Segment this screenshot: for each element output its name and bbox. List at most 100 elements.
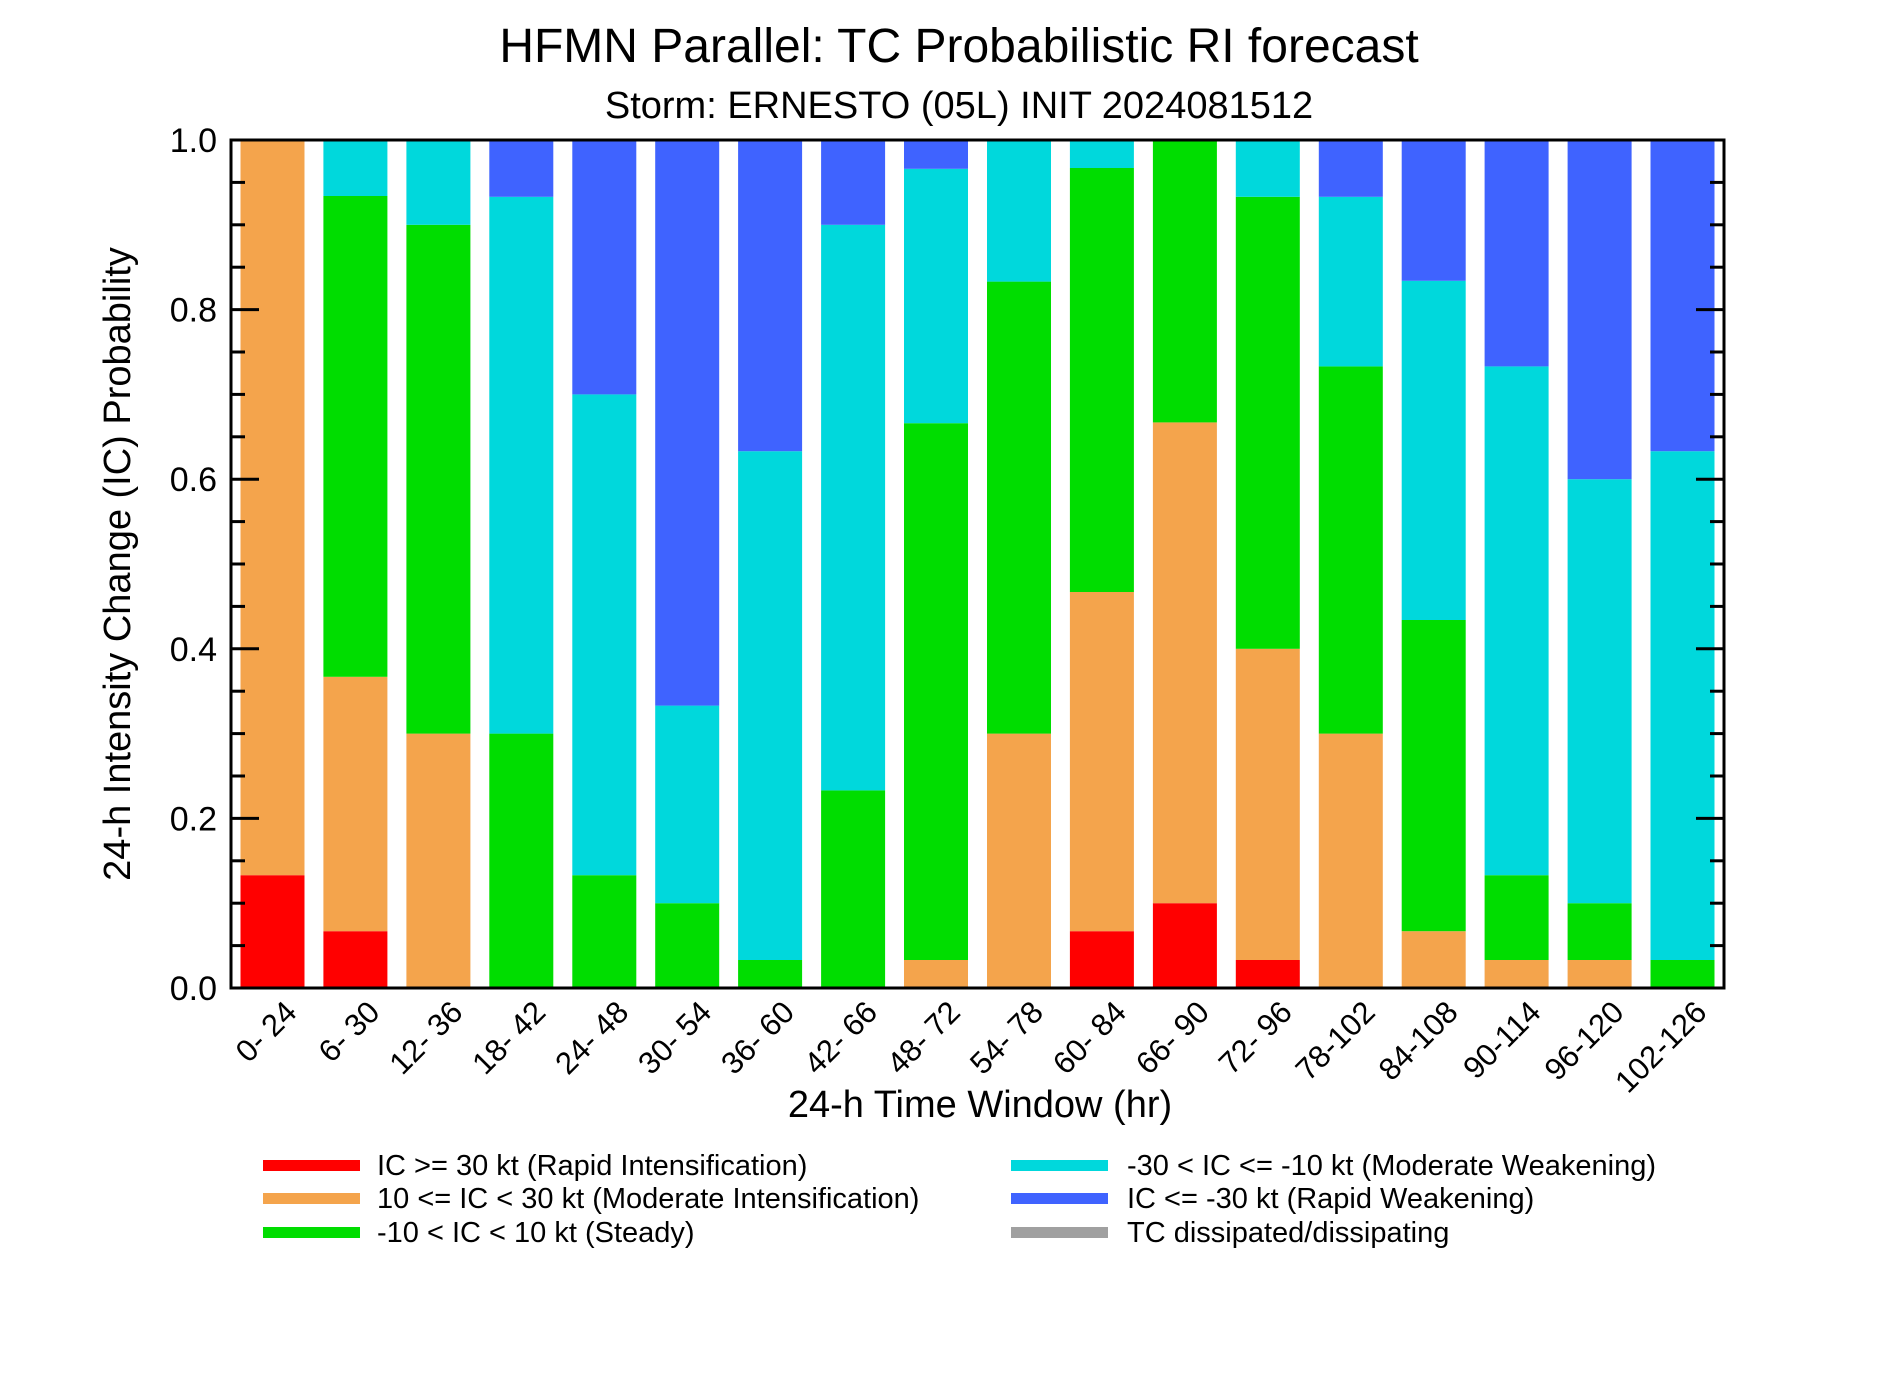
legend-swatch — [263, 1160, 360, 1171]
bar-segment-4-cat-5 — [572, 394, 637, 876]
bar-segment-2-cat-14 — [1318, 733, 1383, 988]
x-tick-label: 42- 66 — [797, 994, 884, 1081]
bar-segment-3-cat-7 — [738, 960, 803, 988]
bar-segment-2-cat-3 — [406, 733, 471, 988]
x-tick-label: 72- 96 — [1212, 994, 1299, 1081]
bar-segment-4-cat-6 — [655, 705, 720, 904]
bar-segment-2-cat-16 — [1484, 960, 1549, 988]
bar-segment-3-cat-17 — [1567, 903, 1632, 960]
y-tick-label: 0.4 — [170, 631, 217, 669]
bar-segment-3-cat-18 — [1650, 960, 1715, 988]
bar-segment-4-cat-16 — [1484, 366, 1549, 876]
legend-label: 10 <= IC < 30 kt (Moderate Intensificati… — [377, 1183, 919, 1215]
bar-segment-1-cat-12 — [1152, 903, 1217, 988]
bar-segment-4-cat-4 — [489, 196, 554, 734]
bar-segment-4-cat-11 — [1069, 140, 1134, 168]
bar-segment-5-cat-9 — [904, 140, 968, 169]
legend-swatch — [1011, 1160, 1108, 1171]
x-tick-label: 54- 78 — [963, 994, 1050, 1081]
bar-segment-3-cat-2 — [323, 196, 388, 677]
bar-segment-4-cat-9 — [904, 168, 968, 424]
x-tick-label: 6- 30 — [312, 994, 387, 1069]
x-tick-label: 66- 90 — [1129, 994, 1216, 1081]
bar-segment-3-cat-14 — [1318, 366, 1383, 734]
y-axis-label: 24-h Intensity Change (IC) Probability — [97, 247, 139, 881]
bar-segment-1-cat-11 — [1069, 931, 1134, 988]
x-tick-label: 84-108 — [1372, 994, 1465, 1087]
bar-segment-5-cat-7 — [738, 140, 803, 452]
legend-label: -30 < IC <= -10 kt (Moderate Weakening) — [1127, 1150, 1656, 1182]
bar-segment-3-cat-4 — [489, 733, 554, 988]
bar-segment-3-cat-9 — [904, 423, 968, 960]
y-tick-label: 0.8 — [170, 292, 217, 330]
bar-segment-2-cat-11 — [1069, 592, 1134, 932]
bars-layer — [240, 139, 1715, 988]
y-tick-label: 0.2 — [170, 800, 217, 838]
bar-segment-3-cat-12 — [1152, 140, 1217, 423]
bar-segment-2-cat-2 — [323, 676, 388, 932]
x-tick-label: 78-102 — [1289, 994, 1382, 1087]
bar-segment-1-cat-2 — [323, 931, 388, 988]
bar-segment-4-cat-8 — [821, 224, 886, 791]
bar-segment-2-cat-15 — [1401, 931, 1466, 988]
bar-segment-3-cat-13 — [1235, 196, 1300, 649]
x-tick-label: 36- 60 — [714, 994, 801, 1081]
legend-swatch — [1011, 1193, 1108, 1204]
bar-segment-3-cat-8 — [821, 790, 886, 988]
bar-segment-1-cat-1 — [240, 875, 305, 988]
y-tick-label: 1.0 — [170, 122, 217, 160]
x-tick-label: 102-126 — [1608, 994, 1713, 1099]
bar-segment-2-cat-17 — [1567, 960, 1632, 988]
bar-segment-5-cat-6 — [655, 140, 720, 706]
y-tick-label: 0.6 — [170, 461, 217, 499]
bar-segment-5-cat-17 — [1567, 140, 1632, 480]
x-axis-label: 24-h Time Window (hr) — [788, 1084, 1172, 1126]
legend-label: IC <= -30 kt (Rapid Weakening) — [1127, 1183, 1534, 1215]
x-tick-label: 18- 42 — [465, 994, 552, 1081]
bar-segment-5-cat-18 — [1650, 140, 1715, 452]
bar-segment-3-cat-6 — [655, 903, 720, 988]
bar-segment-4-cat-7 — [738, 451, 803, 960]
bar-segment-5-cat-8 — [821, 140, 886, 225]
bar-segment-4-cat-14 — [1318, 196, 1383, 367]
bar-segment-3-cat-15 — [1401, 620, 1466, 932]
legend-label: -10 < IC < 10 kt (Steady) — [377, 1217, 695, 1249]
bar-segment-2-cat-1 — [240, 140, 305, 876]
bar-segment-4-cat-15 — [1401, 280, 1466, 620]
x-tick-label: 30- 54 — [631, 994, 718, 1081]
bar-segment-2-cat-13 — [1235, 648, 1300, 960]
chart-subtitle: Storm: ERNESTO (05L) INIT 2024081512 — [605, 85, 1313, 127]
bar-segment-3-cat-16 — [1484, 875, 1549, 960]
x-tick-label: 12- 36 — [382, 994, 469, 1081]
chart-title: HFMN Parallel: TC Probabilistic RI forec… — [499, 20, 1418, 73]
bar-segment-4-cat-17 — [1567, 479, 1632, 904]
x-tick-label: 90-114 — [1456, 994, 1547, 1085]
bar-segment-3-cat-10 — [987, 281, 1051, 734]
bar-segment-2-cat-9 — [904, 960, 968, 988]
bar-segment-2-cat-12 — [1152, 422, 1217, 904]
legend-swatch — [1011, 1227, 1108, 1238]
bar-segment-4-cat-13 — [1235, 140, 1300, 197]
legend-swatch — [263, 1227, 360, 1238]
bar-segment-4-cat-18 — [1650, 451, 1715, 960]
x-tick-label: 0- 24 — [229, 994, 304, 1069]
legend: IC >= 30 kt (Rapid Intensification)10 <=… — [263, 1150, 1656, 1249]
bar-segment-5-cat-5 — [572, 140, 637, 395]
bar-segment-5-cat-14 — [1318, 140, 1383, 197]
y-axis: 0.0 0.2 0.4 0.6 0.8 1.0 — [170, 122, 1724, 1008]
bar-segment-3-cat-11 — [1069, 168, 1134, 592]
legend-label: TC dissipated/dissipating — [1127, 1217, 1449, 1249]
x-tick-label: 60- 84 — [1046, 994, 1133, 1081]
bar-segment-5-cat-4 — [489, 140, 554, 197]
x-tick-label: 48- 72 — [880, 994, 967, 1081]
bar-segment-3-cat-5 — [572, 875, 637, 988]
bar-segment-4-cat-10 — [987, 140, 1051, 282]
bar-segment-1-cat-13 — [1235, 960, 1300, 988]
bar-segment-5-cat-15 — [1401, 139, 1466, 281]
bar-segment-4-cat-3 — [406, 140, 471, 225]
x-tick-label: 24- 48 — [548, 994, 635, 1081]
bar-segment-4-cat-2 — [323, 139, 388, 196]
legend-label: IC >= 30 kt (Rapid Intensification) — [377, 1150, 807, 1182]
